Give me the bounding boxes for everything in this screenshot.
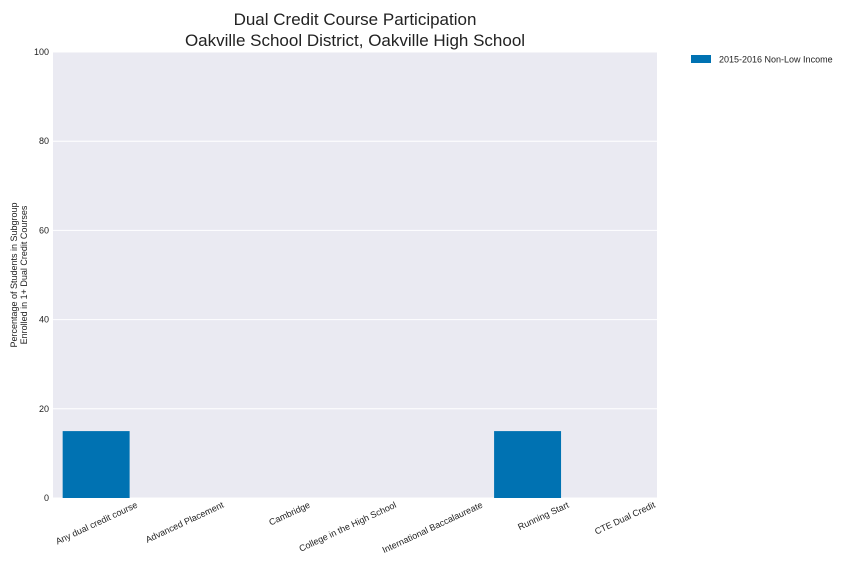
y-axis-ticks: 0 20 40 60 80 100 xyxy=(34,47,49,503)
x-tick-label: CTE Dual Credit xyxy=(593,500,657,537)
y-tick-label: 20 xyxy=(39,404,49,414)
bar-running-start xyxy=(494,431,562,498)
y-tick-label: 60 xyxy=(39,225,49,235)
x-axis-ticks: Any dual credit course Advanced Placement… xyxy=(54,500,657,556)
y-tick-label: 0 xyxy=(44,493,49,503)
y-tick-label: 80 xyxy=(39,136,49,146)
chart-title-line-1: Dual Credit Course Participation xyxy=(234,10,477,29)
legend-swatch xyxy=(691,55,711,63)
y-axis-label-line-1: Percentage of Students in Subgroup xyxy=(9,202,19,347)
y-axis-label-line-2: Enrolled in 1+ Dual Credit Courses xyxy=(19,205,29,344)
y-tick-label: 100 xyxy=(34,47,49,57)
x-tick-label: Cambridge xyxy=(267,500,311,528)
x-tick-label: Advanced Placement xyxy=(144,500,226,545)
legend-label: 2015-2016 Non-Low Income xyxy=(719,55,833,65)
y-tick-label: 40 xyxy=(39,315,49,325)
plot-area xyxy=(53,52,657,498)
chart-title-line-2: Oakville School District, Oakville High … xyxy=(185,31,525,50)
bars xyxy=(62,431,562,498)
legend: 2015-2016 Non-Low Income xyxy=(691,55,833,65)
x-tick-label: Running Start xyxy=(516,500,571,533)
bar-any-dual-credit-course xyxy=(62,431,130,498)
x-tick-label: Any dual credit course xyxy=(54,500,139,547)
